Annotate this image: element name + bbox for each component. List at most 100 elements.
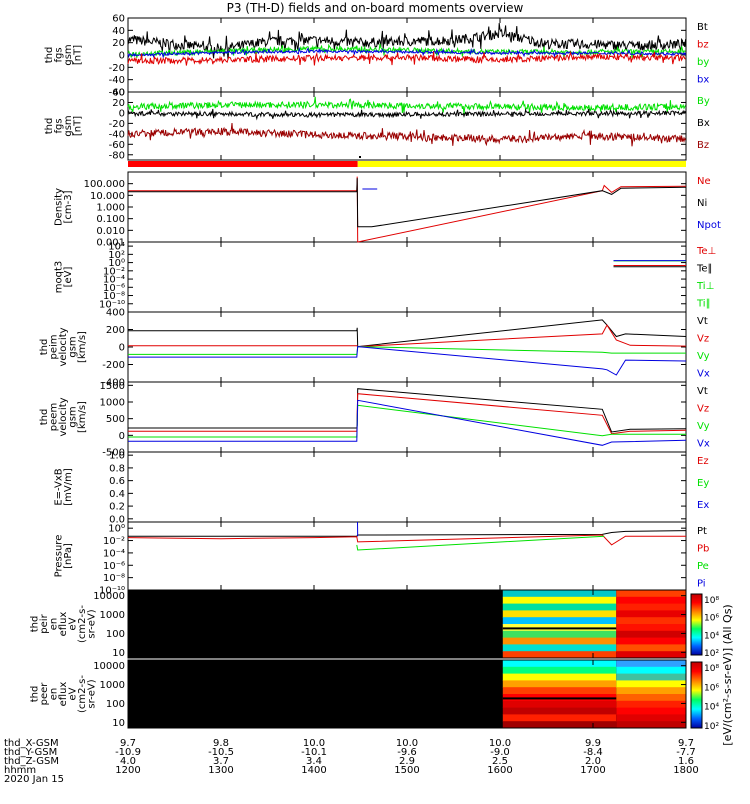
y-tick-label: 20 bbox=[112, 38, 125, 49]
spectrogram-band bbox=[503, 708, 616, 715]
legend-entry: bz bbox=[697, 40, 709, 51]
legend-entry: Vt bbox=[697, 386, 708, 397]
panel-temp: moqt3[eV] bbox=[53, 242, 686, 312]
series-line-density-Ni bbox=[128, 178, 686, 227]
colorbar-tick-label: 10⁶ bbox=[704, 683, 719, 693]
colorbar-tick-label: 10⁶ bbox=[704, 614, 719, 624]
spectrogram-band bbox=[616, 674, 686, 681]
y-tick-label: 0 bbox=[119, 108, 125, 119]
spectrogram-band bbox=[616, 590, 686, 597]
y-tick-label: 0.4 bbox=[109, 489, 125, 500]
x-row-value: 1600 bbox=[487, 765, 512, 776]
series-line-peim_vel-Vz bbox=[128, 325, 686, 347]
spectrogram-band bbox=[616, 714, 686, 721]
y-tick-label: 100 bbox=[106, 699, 125, 710]
spectrogram-band bbox=[616, 610, 686, 617]
y-axis-label: sr-eV) bbox=[87, 609, 98, 638]
y-axis-label: [km/s] bbox=[77, 401, 88, 433]
spectrogram-band bbox=[503, 631, 616, 638]
spectrogram-band bbox=[503, 651, 616, 658]
panel-frame bbox=[128, 242, 686, 312]
legend-entry: Ez bbox=[697, 456, 709, 467]
spectrogram-band bbox=[616, 708, 686, 715]
spectrogram-band bbox=[616, 660, 686, 667]
y-tick-label: 10⁻⁸ bbox=[103, 573, 125, 584]
legend-entry: Vt bbox=[697, 316, 708, 327]
y-tick-label: -200 bbox=[102, 360, 125, 371]
y-tick-label: 0 bbox=[119, 343, 125, 354]
mode-bar-marker bbox=[359, 156, 361, 158]
legend-entry: Pt bbox=[697, 526, 707, 537]
chart-title: P3 (TH-D) fields and on-board moments ov… bbox=[227, 1, 524, 15]
spectrogram-band bbox=[616, 597, 686, 604]
legend-entry: Vz bbox=[697, 404, 709, 415]
y-tick-label: 200 bbox=[106, 325, 125, 336]
y-tick-label: 1500 bbox=[100, 381, 125, 392]
y-tick-label: 10⁻² bbox=[103, 536, 125, 547]
spectrogram-band bbox=[503, 597, 616, 604]
legend-entry: Ti⊥ bbox=[696, 281, 714, 292]
spectrogram-band bbox=[503, 721, 616, 728]
legend-entry: Pi bbox=[697, 579, 706, 590]
legend-entry: by bbox=[697, 57, 709, 68]
panel-frame bbox=[128, 312, 686, 382]
spectrogram-band bbox=[616, 631, 686, 638]
x-row-value: 1300 bbox=[208, 765, 233, 776]
legend-entry: Vy bbox=[697, 351, 710, 362]
y-tick-label: -20 bbox=[109, 119, 125, 130]
colorbar bbox=[691, 594, 702, 655]
colorbar-tick-label: 10⁸ bbox=[704, 664, 719, 674]
spectrogram-band bbox=[503, 644, 616, 651]
series-line-fgs_gse-By bbox=[128, 97, 686, 114]
y-tick-label: 0.100 bbox=[96, 214, 125, 225]
y-axis-label: [nT] bbox=[72, 116, 83, 136]
legend-entry: Ni bbox=[697, 198, 707, 209]
mode-bar-segment bbox=[128, 161, 358, 167]
spectrogram-band bbox=[503, 674, 616, 681]
panel-frame bbox=[128, 522, 686, 590]
spectrogram-band bbox=[616, 604, 686, 611]
y-tick-label: 100 bbox=[106, 629, 125, 640]
spectrogram-band bbox=[503, 590, 616, 597]
spectrogram-band bbox=[616, 644, 686, 651]
y-tick-label: 1.0 bbox=[109, 451, 125, 462]
panel-efield: E=-VxB[mV/m] bbox=[53, 452, 686, 522]
spectrogram-band bbox=[503, 638, 616, 645]
legend-entry: Ey bbox=[697, 478, 709, 489]
y-tick-label: -80 bbox=[109, 150, 125, 161]
y-axis-label: [nT] bbox=[72, 45, 83, 65]
legend-entry: Vx bbox=[697, 439, 710, 450]
spectrogram-band bbox=[503, 617, 616, 624]
series-line-peem_vel-Vt bbox=[128, 389, 686, 432]
series-line-peim_vel-Vy bbox=[128, 347, 686, 355]
spectrogram-band bbox=[503, 667, 616, 674]
mode-bar-segment bbox=[358, 161, 686, 167]
colorbar-tick-label: 10² bbox=[704, 649, 719, 659]
legend-entry: Bx bbox=[697, 118, 710, 129]
spectrogram-band bbox=[503, 610, 616, 617]
legend-entry: Vy bbox=[697, 421, 710, 432]
spectrogram-band bbox=[503, 680, 616, 687]
legend-entry: Pb bbox=[697, 544, 709, 555]
y-tick-label: 0.010 bbox=[96, 226, 125, 237]
spectrogram-gap bbox=[503, 627, 616, 629]
y-tick-label: 10 bbox=[112, 718, 125, 729]
colorbar-tick-label: 10⁸ bbox=[704, 596, 719, 606]
spectrogram-band bbox=[616, 687, 686, 694]
spectrogram-band bbox=[616, 680, 686, 687]
legend-entry: Ti∥ bbox=[696, 299, 711, 310]
spectrogram-band bbox=[616, 667, 686, 674]
x-row-value: 1700 bbox=[580, 765, 605, 776]
spectrogram-band bbox=[503, 714, 616, 721]
series-line-fgs_gsm-Bt bbox=[128, 23, 686, 60]
x-row-value: 1200 bbox=[115, 765, 140, 776]
y-tick-label: 40 bbox=[112, 26, 125, 37]
panel-frame bbox=[128, 452, 686, 522]
y-tick-label: -20 bbox=[109, 63, 125, 74]
series-line-fgs_gse-Bz bbox=[128, 123, 686, 146]
spectrogram-band bbox=[616, 638, 686, 645]
y-tick-label: 1000 bbox=[100, 610, 125, 621]
